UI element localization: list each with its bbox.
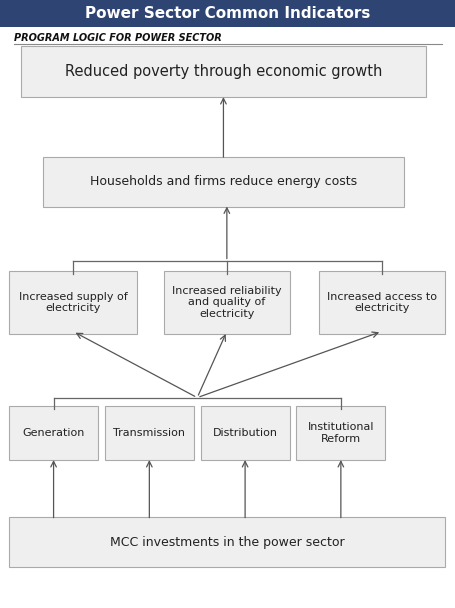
FancyBboxPatch shape <box>43 157 403 207</box>
Text: Households and firms reduce energy costs: Households and firms reduce energy costs <box>90 175 356 188</box>
FancyBboxPatch shape <box>9 517 444 567</box>
Text: Increased supply of
electricity: Increased supply of electricity <box>19 292 127 313</box>
FancyBboxPatch shape <box>20 46 425 97</box>
Text: Distribution: Distribution <box>212 428 277 438</box>
FancyBboxPatch shape <box>296 406 384 460</box>
FancyBboxPatch shape <box>200 406 289 460</box>
FancyBboxPatch shape <box>164 271 289 334</box>
Text: Increased reliability
and quality of
electricity: Increased reliability and quality of ele… <box>172 286 281 319</box>
Text: Power Sector Common Indicators: Power Sector Common Indicators <box>85 6 370 21</box>
FancyBboxPatch shape <box>9 406 98 460</box>
FancyBboxPatch shape <box>9 271 136 334</box>
Text: MCC investments in the power sector: MCC investments in the power sector <box>109 536 344 549</box>
Text: Reduced poverty through economic growth: Reduced poverty through economic growth <box>65 64 381 79</box>
Text: Institutional
Reform: Institutional Reform <box>307 422 373 444</box>
Text: Transmission: Transmission <box>113 428 185 438</box>
FancyBboxPatch shape <box>105 406 193 460</box>
FancyBboxPatch shape <box>318 271 444 334</box>
FancyBboxPatch shape <box>0 0 455 27</box>
Text: Generation: Generation <box>22 428 85 438</box>
Text: PROGRAM LOGIC FOR POWER SECTOR: PROGRAM LOGIC FOR POWER SECTOR <box>14 33 221 43</box>
Text: Increased access to
electricity: Increased access to electricity <box>326 292 436 313</box>
